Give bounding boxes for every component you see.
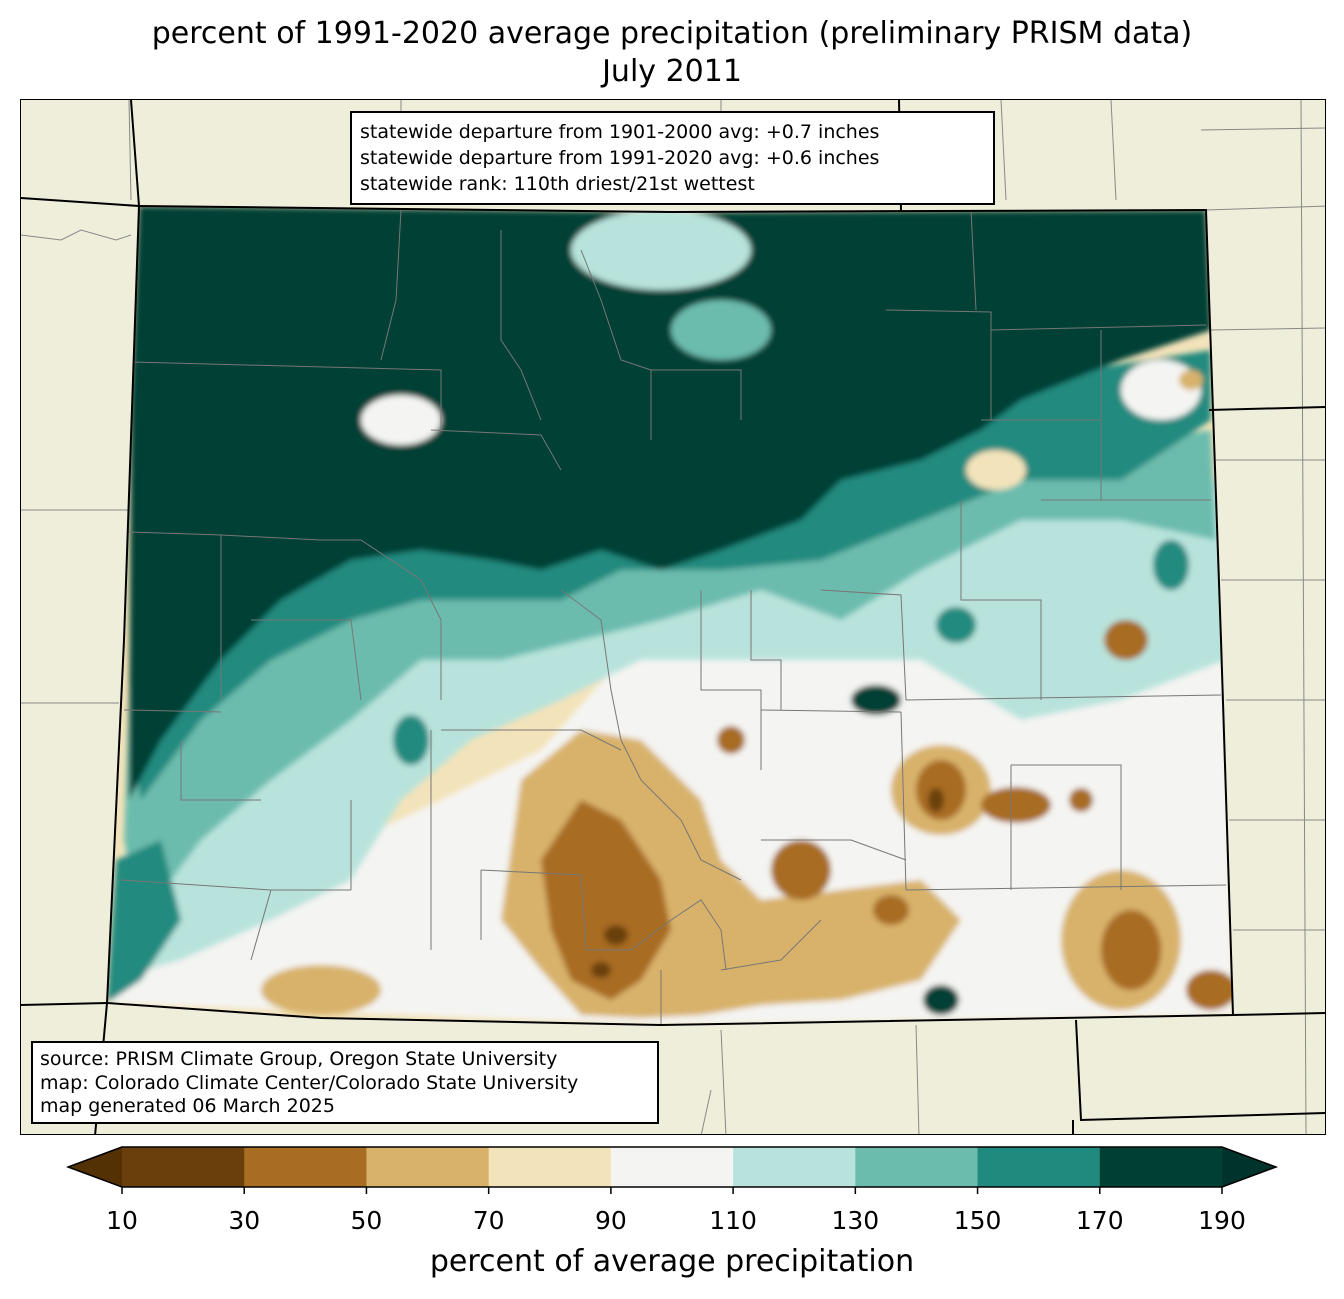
statewide-stats-box: statewide departure from 1901-2000 avg: …	[350, 111, 995, 205]
colorbar-tick-label: 90	[595, 1206, 627, 1235]
colorbar: 10 30 50 70 90 110 130 150 170 190	[65, 1146, 1279, 1235]
colorbar-tick-label: 10	[106, 1206, 138, 1235]
colorbar-over-arrow	[1222, 1147, 1276, 1187]
colorbar-tick-label: 170	[1076, 1206, 1124, 1235]
colorbar-segment	[1099, 1147, 1223, 1187]
colorbar-tick-label: 110	[709, 1206, 757, 1235]
map-title: percent of 1991-2020 average precipitati…	[151, 16, 1193, 51]
colorbar-segment	[855, 1147, 979, 1187]
colorbar-label: percent of average precipitation	[429, 1244, 915, 1279]
colorado-border	[105, 204, 1235, 1027]
county-lines	[120, 209, 1227, 1025]
colorbar-under-arrow	[68, 1147, 122, 1187]
statewide-rank: statewide rank: 110th driest/21st wettes…	[360, 173, 755, 195]
colorbar-segment	[244, 1147, 367, 1187]
colorbar-segment	[610, 1147, 734, 1187]
colorbar-tick-label: 30	[228, 1206, 260, 1235]
colorbar-tick-label: 150	[954, 1206, 1002, 1235]
precip-field	[107, 206, 1233, 1025]
departure-1991-2020: statewide departure from 1991-2020 avg: …	[360, 147, 880, 169]
colorbar-tick-label: 130	[831, 1206, 879, 1235]
map-credit: map: Colorado Climate Center/Colorado St…	[40, 1071, 579, 1094]
colorbar-tick-label: 70	[473, 1206, 505, 1235]
source-credit: source: PRISM Climate Group, Oregon Stat…	[40, 1048, 558, 1070]
departure-1901-2000: statewide departure from 1901-2000 avg: …	[360, 121, 880, 143]
map-canvas	[21, 100, 1325, 1134]
map-subtitle: July 2011	[602, 54, 742, 89]
colorbar-tick-label: 190	[1198, 1206, 1246, 1235]
precipitation-map	[20, 99, 1326, 1135]
map-generated-date: map generated 06 March 2025	[40, 1095, 335, 1117]
colorbar-segment	[488, 1147, 612, 1187]
source-box: source: PRISM Climate Group, Oregon Stat…	[31, 1041, 659, 1124]
colorbar-tick-label: 50	[351, 1206, 383, 1235]
colorbar-segment	[733, 1147, 856, 1187]
colorbar-segment	[366, 1147, 490, 1187]
colorbar-segment	[122, 1147, 245, 1187]
colorbar-segment	[977, 1147, 1101, 1187]
